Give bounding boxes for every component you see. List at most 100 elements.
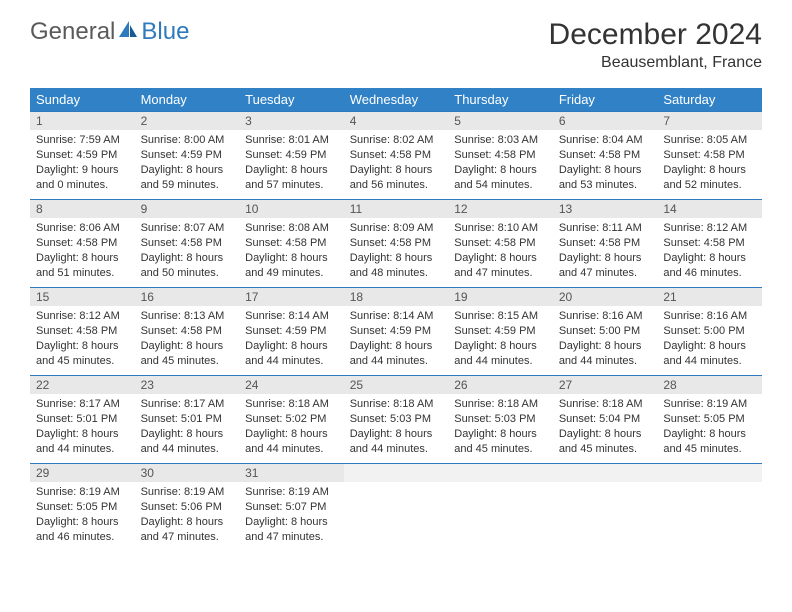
calendar-day-cell: 5Sunrise: 8:03 AMSunset: 4:58 PMDaylight…	[448, 112, 553, 200]
sunrise-text: Sunrise: 8:11 AM	[559, 221, 652, 236]
day-body: Sunrise: 8:19 AMSunset: 5:07 PMDaylight:…	[239, 482, 344, 548]
sunset-text: Sunset: 5:00 PM	[559, 324, 652, 339]
weekday-header: Wednesday	[344, 88, 449, 112]
day-number	[553, 464, 658, 482]
day-number: 16	[135, 288, 240, 306]
sunset-text: Sunset: 4:58 PM	[36, 236, 129, 251]
sunrise-text: Sunrise: 8:13 AM	[141, 309, 234, 324]
calendar-day-cell: 18Sunrise: 8:14 AMSunset: 4:59 PMDayligh…	[344, 288, 449, 376]
day-body: Sunrise: 7:59 AMSunset: 4:59 PMDaylight:…	[30, 130, 135, 196]
sail-icon	[117, 18, 139, 46]
day-number: 20	[553, 288, 658, 306]
day-number: 6	[553, 112, 658, 130]
sunset-text: Sunset: 5:03 PM	[350, 412, 443, 427]
brand-part1: General	[30, 18, 115, 46]
sunset-text: Sunset: 5:00 PM	[663, 324, 756, 339]
sunset-text: Sunset: 5:04 PM	[559, 412, 652, 427]
day-body: Sunrise: 8:14 AMSunset: 4:59 PMDaylight:…	[344, 306, 449, 372]
calendar-day-cell: 14Sunrise: 8:12 AMSunset: 4:58 PMDayligh…	[657, 200, 762, 288]
daylight-text: Daylight: 8 hours and 47 minutes.	[454, 251, 547, 281]
day-body: Sunrise: 8:12 AMSunset: 4:58 PMDaylight:…	[657, 218, 762, 284]
day-body	[344, 482, 449, 542]
header: General Blue December 2024 Beausemblant,…	[0, 0, 792, 80]
sunrise-text: Sunrise: 8:18 AM	[245, 397, 338, 412]
daylight-text: Daylight: 8 hours and 47 minutes.	[245, 515, 338, 545]
calendar-day-cell: 15Sunrise: 8:12 AMSunset: 4:58 PMDayligh…	[30, 288, 135, 376]
day-number: 3	[239, 112, 344, 130]
sunset-text: Sunset: 4:58 PM	[559, 148, 652, 163]
daylight-text: Daylight: 8 hours and 45 minutes.	[559, 427, 652, 457]
daylight-text: Daylight: 8 hours and 46 minutes.	[36, 515, 129, 545]
sunset-text: Sunset: 5:06 PM	[141, 500, 234, 515]
sunset-text: Sunset: 4:59 PM	[36, 148, 129, 163]
day-number	[657, 464, 762, 482]
day-number: 13	[553, 200, 658, 218]
daylight-text: Daylight: 8 hours and 44 minutes.	[245, 427, 338, 457]
daylight-text: Daylight: 9 hours and 0 minutes.	[36, 163, 129, 193]
daylight-text: Daylight: 8 hours and 44 minutes.	[663, 339, 756, 369]
calendar-table: SundayMondayTuesdayWednesdayThursdayFrid…	[30, 88, 762, 552]
calendar-week-row: 15Sunrise: 8:12 AMSunset: 4:58 PMDayligh…	[30, 288, 762, 376]
daylight-text: Daylight: 8 hours and 45 minutes.	[36, 339, 129, 369]
calendar-week-row: 22Sunrise: 8:17 AMSunset: 5:01 PMDayligh…	[30, 376, 762, 464]
calendar-day-cell: 27Sunrise: 8:18 AMSunset: 5:04 PMDayligh…	[553, 376, 658, 464]
sunset-text: Sunset: 4:58 PM	[350, 148, 443, 163]
sunset-text: Sunset: 4:59 PM	[245, 148, 338, 163]
calendar-day-cell: 29Sunrise: 8:19 AMSunset: 5:05 PMDayligh…	[30, 464, 135, 552]
sunset-text: Sunset: 4:58 PM	[663, 236, 756, 251]
sunset-text: Sunset: 5:01 PM	[36, 412, 129, 427]
calendar-day-cell: 30Sunrise: 8:19 AMSunset: 5:06 PMDayligh…	[135, 464, 240, 552]
daylight-text: Daylight: 8 hours and 56 minutes.	[350, 163, 443, 193]
daylight-text: Daylight: 8 hours and 48 minutes.	[350, 251, 443, 281]
sunset-text: Sunset: 5:05 PM	[36, 500, 129, 515]
calendar-day-cell: 28Sunrise: 8:19 AMSunset: 5:05 PMDayligh…	[657, 376, 762, 464]
day-body: Sunrise: 8:18 AMSunset: 5:02 PMDaylight:…	[239, 394, 344, 460]
day-body: Sunrise: 8:10 AMSunset: 4:58 PMDaylight:…	[448, 218, 553, 284]
daylight-text: Daylight: 8 hours and 50 minutes.	[141, 251, 234, 281]
day-number: 18	[344, 288, 449, 306]
daylight-text: Daylight: 8 hours and 49 minutes.	[245, 251, 338, 281]
sunrise-text: Sunrise: 8:03 AM	[454, 133, 547, 148]
calendar-day-cell: 25Sunrise: 8:18 AMSunset: 5:03 PMDayligh…	[344, 376, 449, 464]
sunset-text: Sunset: 4:59 PM	[245, 324, 338, 339]
sunrise-text: Sunrise: 8:19 AM	[663, 397, 756, 412]
day-number: 12	[448, 200, 553, 218]
calendar-head: SundayMondayTuesdayWednesdayThursdayFrid…	[30, 88, 762, 112]
sunrise-text: Sunrise: 8:18 AM	[559, 397, 652, 412]
sunset-text: Sunset: 4:58 PM	[36, 324, 129, 339]
sunset-text: Sunset: 4:58 PM	[559, 236, 652, 251]
weekday-header: Monday	[135, 88, 240, 112]
calendar-body: 1Sunrise: 7:59 AMSunset: 4:59 PMDaylight…	[30, 112, 762, 552]
sunrise-text: Sunrise: 8:08 AM	[245, 221, 338, 236]
sunrise-text: Sunrise: 8:18 AM	[350, 397, 443, 412]
day-number: 2	[135, 112, 240, 130]
title-block: December 2024 Beausemblant, France	[549, 18, 762, 72]
calendar-day-cell: 2Sunrise: 8:00 AMSunset: 4:59 PMDaylight…	[135, 112, 240, 200]
sunset-text: Sunset: 4:59 PM	[141, 148, 234, 163]
weekday-header: Friday	[553, 88, 658, 112]
day-body: Sunrise: 8:12 AMSunset: 4:58 PMDaylight:…	[30, 306, 135, 372]
calendar-week-row: 29Sunrise: 8:19 AMSunset: 5:05 PMDayligh…	[30, 464, 762, 552]
daylight-text: Daylight: 8 hours and 51 minutes.	[36, 251, 129, 281]
day-body: Sunrise: 8:16 AMSunset: 5:00 PMDaylight:…	[553, 306, 658, 372]
calendar-day-cell: 8Sunrise: 8:06 AMSunset: 4:58 PMDaylight…	[30, 200, 135, 288]
daylight-text: Daylight: 8 hours and 45 minutes.	[454, 427, 547, 457]
day-number	[448, 464, 553, 482]
daylight-text: Daylight: 8 hours and 53 minutes.	[559, 163, 652, 193]
day-body: Sunrise: 8:15 AMSunset: 4:59 PMDaylight:…	[448, 306, 553, 372]
sunset-text: Sunset: 4:59 PM	[454, 324, 547, 339]
sunrise-text: Sunrise: 8:15 AM	[454, 309, 547, 324]
daylight-text: Daylight: 8 hours and 45 minutes.	[141, 339, 234, 369]
calendar-day-cell	[344, 464, 449, 552]
sunrise-text: Sunrise: 8:17 AM	[141, 397, 234, 412]
calendar-day-cell: 9Sunrise: 8:07 AMSunset: 4:58 PMDaylight…	[135, 200, 240, 288]
day-body: Sunrise: 8:16 AMSunset: 5:00 PMDaylight:…	[657, 306, 762, 372]
day-body: Sunrise: 8:04 AMSunset: 4:58 PMDaylight:…	[553, 130, 658, 196]
weekday-header: Sunday	[30, 88, 135, 112]
calendar-day-cell	[657, 464, 762, 552]
daylight-text: Daylight: 8 hours and 44 minutes.	[36, 427, 129, 457]
daylight-text: Daylight: 8 hours and 44 minutes.	[454, 339, 547, 369]
calendar-day-cell: 6Sunrise: 8:04 AMSunset: 4:58 PMDaylight…	[553, 112, 658, 200]
day-body: Sunrise: 8:09 AMSunset: 4:58 PMDaylight:…	[344, 218, 449, 284]
sunset-text: Sunset: 4:58 PM	[454, 236, 547, 251]
